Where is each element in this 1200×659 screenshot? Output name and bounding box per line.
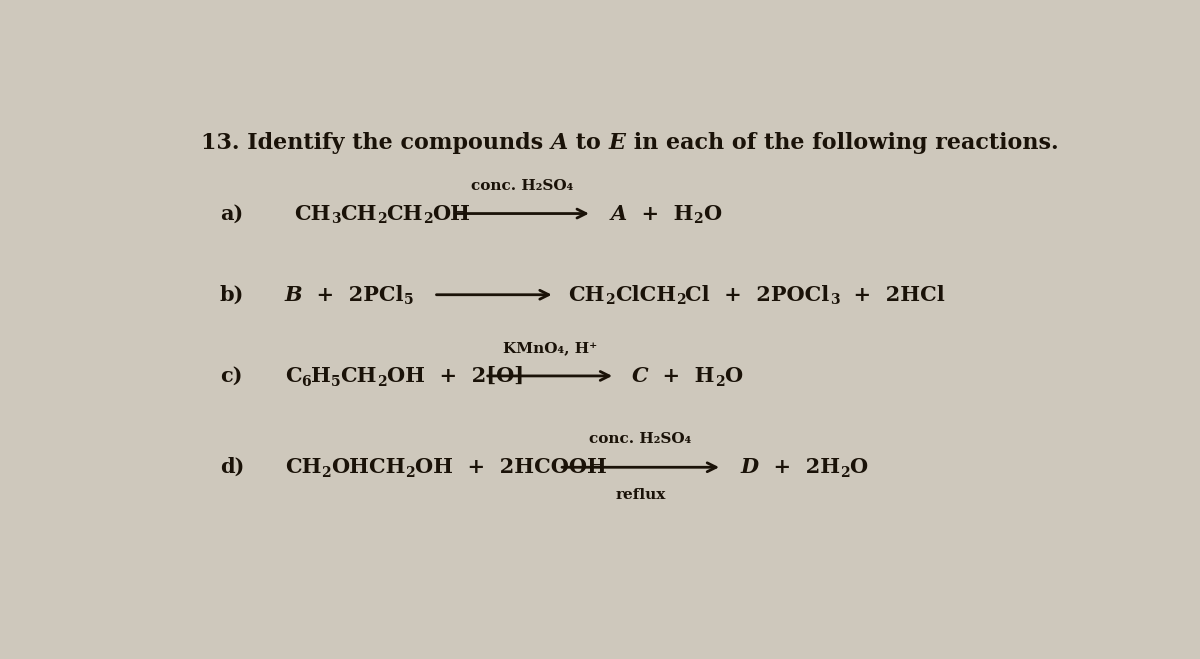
Text: conc. H₂SO₄: conc. H₂SO₄: [470, 179, 574, 192]
Text: b): b): [220, 285, 244, 304]
Text: OH: OH: [432, 204, 470, 223]
Text: CH: CH: [386, 204, 422, 223]
Text: 2: 2: [605, 293, 614, 307]
Text: 6: 6: [301, 374, 311, 389]
Text: d): d): [220, 457, 244, 477]
Text: 13. Identify the compounds: 13. Identify the compounds: [202, 132, 551, 154]
Text: CH: CH: [569, 285, 605, 304]
Text: 2: 2: [676, 293, 685, 307]
Text: reflux: reflux: [616, 488, 666, 502]
Text: CH: CH: [294, 204, 331, 223]
Text: OH  +  2[O]: OH + 2[O]: [386, 366, 524, 386]
Text: H: H: [311, 366, 331, 386]
Text: O: O: [703, 204, 721, 223]
Text: O: O: [725, 366, 743, 386]
Text: c): c): [220, 366, 242, 386]
Text: +  2H: + 2H: [758, 457, 840, 477]
Text: 2: 2: [322, 466, 331, 480]
Text: E: E: [608, 132, 626, 154]
Text: B: B: [284, 285, 302, 304]
Text: 3: 3: [829, 293, 839, 307]
Text: +  2PCl: + 2PCl: [302, 285, 404, 304]
Text: ClCH: ClCH: [614, 285, 676, 304]
Text: +  H: + H: [626, 204, 694, 223]
Text: 2: 2: [406, 466, 415, 480]
Text: O: O: [850, 457, 868, 477]
Text: KMnO₄, H⁺: KMnO₄, H⁺: [503, 341, 598, 355]
Text: A: A: [611, 204, 626, 223]
Text: 2: 2: [377, 212, 386, 226]
Text: a): a): [220, 204, 242, 223]
Text: Cl  +  2POCl: Cl + 2POCl: [685, 285, 829, 304]
Text: CH: CH: [341, 204, 377, 223]
Text: 2: 2: [694, 212, 703, 226]
Text: 5: 5: [404, 293, 414, 307]
Text: 2: 2: [377, 374, 386, 389]
Text: C: C: [631, 366, 648, 386]
Text: 5: 5: [331, 374, 341, 389]
Text: CH: CH: [341, 366, 377, 386]
Text: 2: 2: [715, 374, 725, 389]
Text: D: D: [740, 457, 758, 477]
Text: conc. H₂SO₄: conc. H₂SO₄: [589, 432, 691, 446]
Text: C: C: [284, 366, 301, 386]
Text: in each of the following reactions.: in each of the following reactions.: [626, 132, 1058, 154]
Text: OHCH: OHCH: [331, 457, 406, 477]
Text: +  2HCl: + 2HCl: [839, 285, 946, 304]
Text: 3: 3: [331, 212, 341, 226]
Text: to: to: [569, 132, 608, 154]
Text: 2: 2: [422, 212, 432, 226]
Text: A: A: [551, 132, 569, 154]
Text: OH  +  2HCOOH: OH + 2HCOOH: [415, 457, 607, 477]
Text: 2: 2: [840, 466, 850, 480]
Text: +  H: + H: [648, 366, 715, 386]
Text: CH: CH: [284, 457, 322, 477]
